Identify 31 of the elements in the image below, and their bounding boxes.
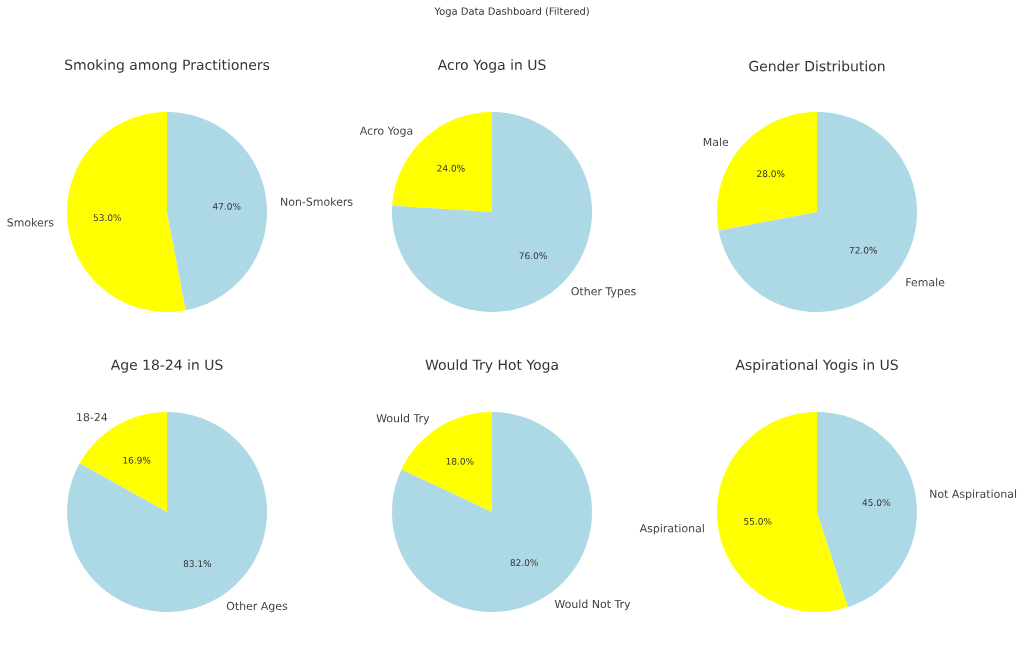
data-label: 45.0% [862, 499, 891, 506]
slice-label: Not Aspirational [930, 489, 1017, 501]
slice-label: Acro Yoga [359, 126, 413, 137]
chart-title: Gender Distribution [749, 60, 885, 72]
slice-label: Female [906, 277, 945, 287]
data-label: 53.0% [93, 214, 122, 222]
data-label: 83.1% [183, 560, 212, 568]
data-label: 24.0% [437, 164, 465, 172]
data-label: 55.0% [744, 517, 772, 525]
data-label: 28.0% [757, 170, 785, 178]
data-label: 76.0% [519, 252, 547, 260]
slice-label: Aspirational [639, 523, 704, 535]
slice-label: 18-24 [77, 413, 108, 422]
chart-title: Smoking among Practitioners [65, 59, 270, 73]
slice-label: Male [703, 137, 729, 147]
slice-label: Would Not Try [554, 599, 631, 611]
chart-title: Aspirational Yogis in US [735, 359, 898, 373]
data-label: 16.9% [123, 456, 151, 464]
data-label: 82.0% [510, 559, 538, 567]
chart-title: Age 18-24 in US [110, 359, 223, 373]
data-label: 18.0% [446, 457, 474, 465]
slice-label: Other Types [571, 286, 636, 298]
slice-label: Would Try [376, 413, 430, 425]
text: Yoga Data Dashboard (Filtered) [434, 7, 589, 17]
data-label: 72.0% [849, 246, 877, 254]
data-label: 47.0% [212, 202, 241, 210]
slice-label: Non-Smokers [281, 197, 353, 206]
slice-label: Other Ages [226, 601, 288, 613]
slice-label: Smokers [7, 218, 54, 227]
chart-title: Would Try Hot Yoga [425, 359, 558, 373]
chart-title: Acro Yoga in US [437, 59, 546, 73]
